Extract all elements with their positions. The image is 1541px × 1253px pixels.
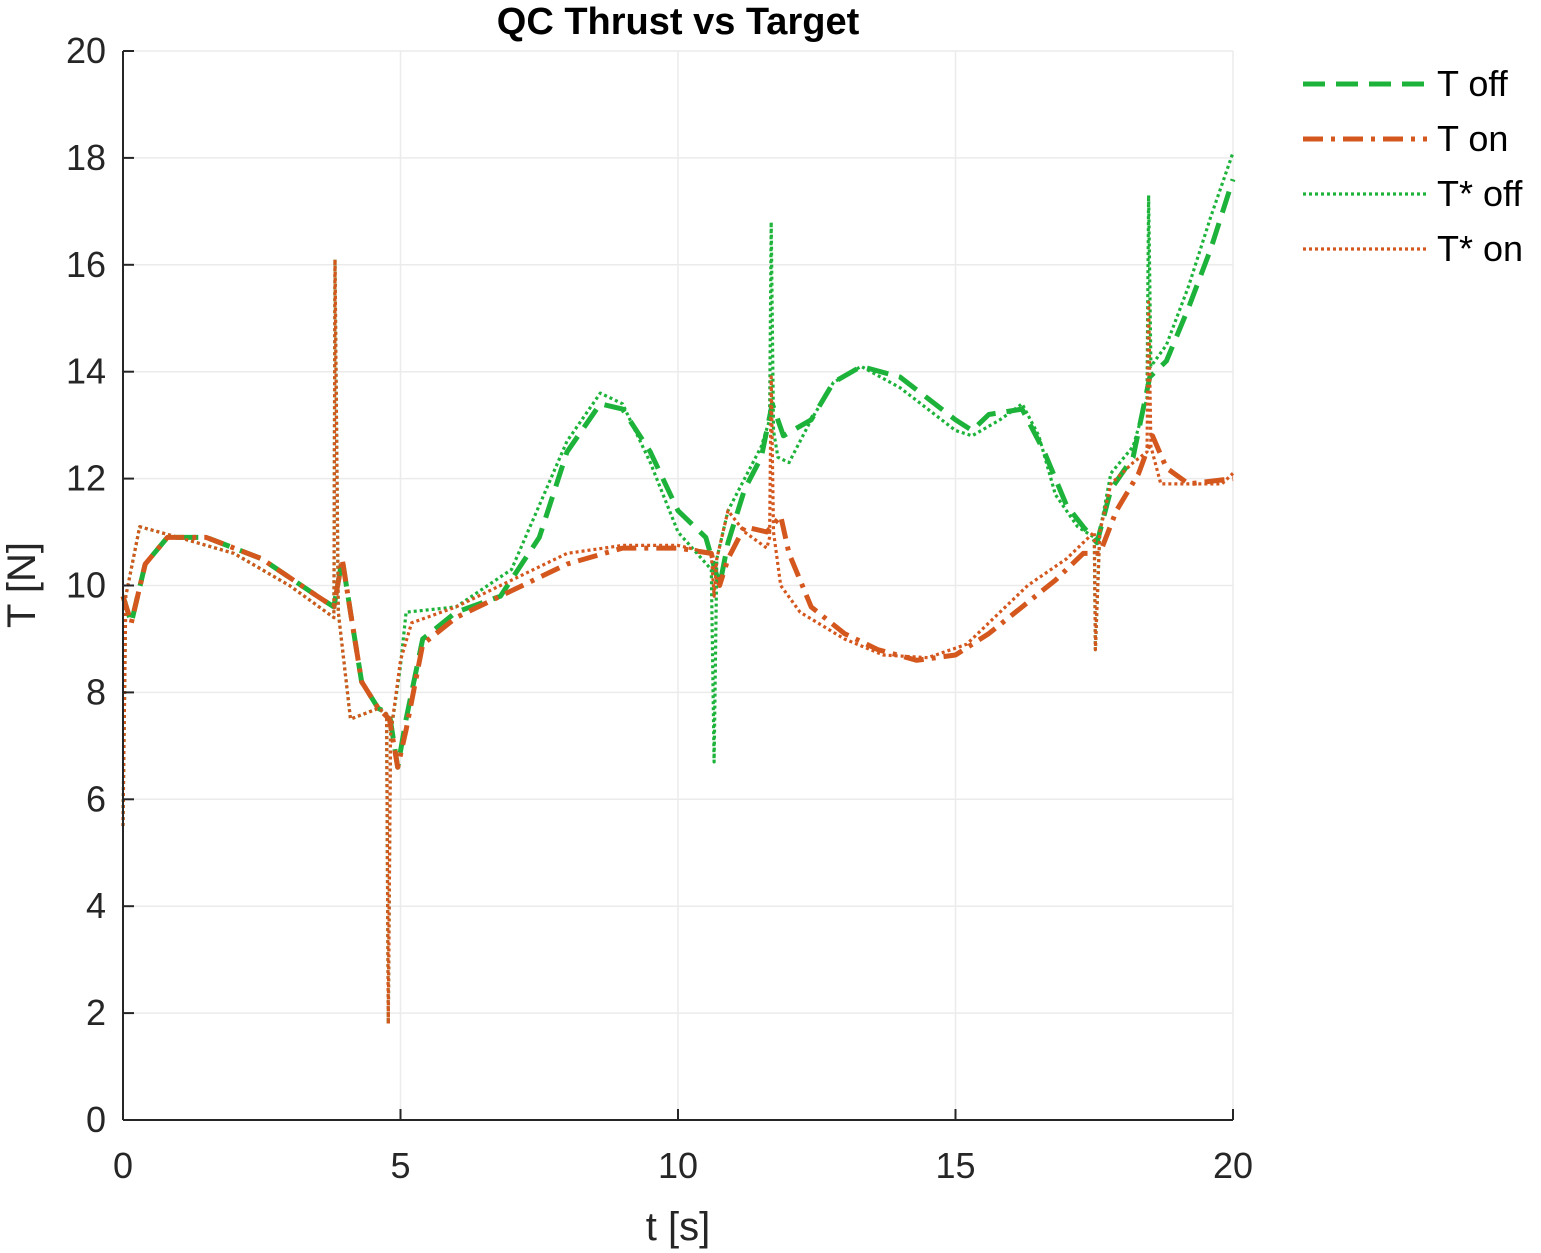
chart-title: QC Thrust vs Target: [497, 1, 860, 43]
legend-label-0: T off: [1437, 63, 1509, 104]
x-tick-label-0: 0: [113, 1145, 133, 1186]
x-tick-label-4: 20: [1213, 1145, 1253, 1186]
legend-label-1: T on: [1437, 118, 1508, 159]
y-tick-label-6: 12: [66, 458, 106, 499]
y-tick-label-9: 18: [66, 137, 106, 178]
y-tick-label-2: 4: [86, 885, 106, 926]
y-tick-label-1: 2: [86, 992, 106, 1033]
y-tick-label-3: 6: [86, 778, 106, 819]
y-tick-label-10: 20: [66, 30, 106, 71]
y-tick-label-8: 16: [66, 244, 106, 285]
tick-labels: 0 5 10 15 20 0 2 4 6 8 10 12 14 16 18 20: [66, 30, 1253, 1186]
y-tick-label-7: 14: [66, 351, 106, 392]
series-line-tstar-on: [121, 257, 1235, 1026]
x-tick-label-2: 10: [658, 1145, 698, 1186]
x-tick-label-3: 15: [935, 1145, 975, 1186]
x-axis-label: t [s]: [646, 1205, 710, 1249]
y-axis-label: T [N]: [0, 542, 44, 628]
legend: T off T on T* off T* on: [1303, 63, 1523, 269]
series-line-t-on: [120, 433, 1234, 770]
legend-label-2: T* off: [1437, 173, 1523, 214]
series-line-tstar-off: [121, 152, 1235, 1026]
y-tick-label-0: 0: [86, 1099, 106, 1140]
legend-label-3: T* on: [1437, 228, 1523, 269]
y-tick-label-5: 10: [66, 565, 106, 606]
plot-lines: [120, 152, 1236, 1026]
x-tick-label-1: 5: [390, 1145, 410, 1186]
y-tick-label-4: 8: [86, 671, 106, 712]
